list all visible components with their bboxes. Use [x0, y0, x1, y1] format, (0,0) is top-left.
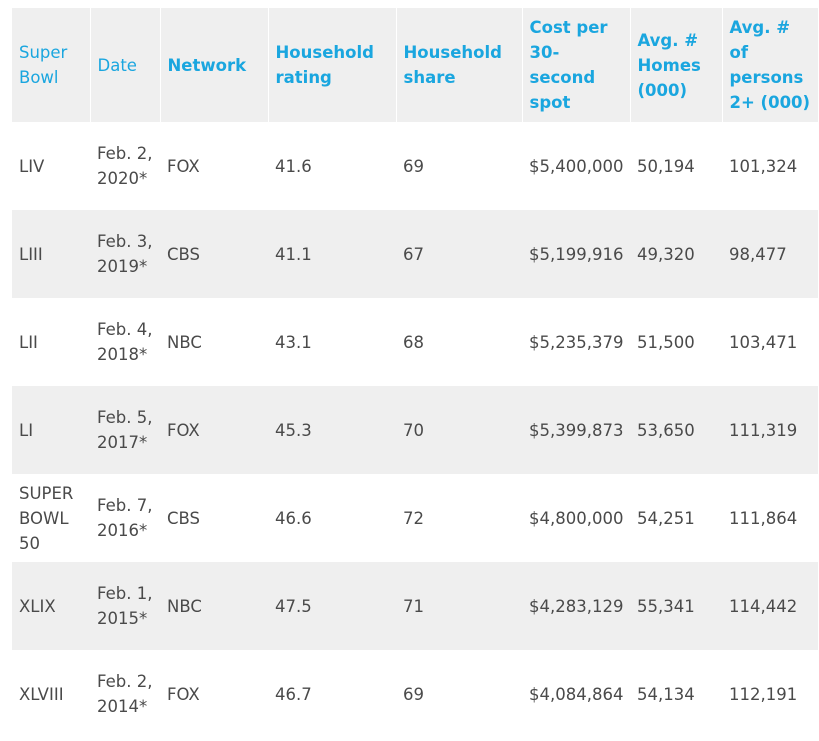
- table-cell: 111,864: [729, 508, 798, 528]
- table-cell: FOX: [160, 386, 268, 474]
- table-cell: 103,471: [729, 332, 798, 352]
- table-cell: Feb. 3, 2019*: [90, 210, 160, 298]
- ratings-table: Super Bowl Date Network Household rating Hou…: [12, 8, 819, 738]
- table-cell: Feb. 1, 2015*: [90, 562, 160, 650]
- column-header: Network: [160, 8, 269, 122]
- table-row: XLVIII Feb. 2, 2014* FOX 46.7 69 $4,084,864 54…: [12, 650, 818, 738]
- table-container: Super Bowl Date Network Household rating Hou…: [12, 8, 819, 738]
- table-row: LII Feb. 4, 2018* NBC 43.1 68 $5,235,379 51,50…: [12, 298, 818, 386]
- table-cell: 46.7: [275, 684, 312, 704]
- table-cell: LIII: [12, 210, 90, 298]
- table-cell: 67: [396, 210, 522, 298]
- column-header: Household rating: [268, 8, 397, 122]
- table-cell: LIV: [19, 156, 45, 176]
- table-row: LIII Feb. 3, 2019* CBS 41.1 67 $5,199,916 49,3…: [12, 210, 818, 298]
- table-cell: Feb. 2, 2014*: [97, 672, 153, 716]
- column-header: Avg. # of persons 2+ (000): [722, 8, 819, 122]
- table-cell: CBS: [167, 508, 201, 528]
- column-header: Cost per 30-second spot: [522, 8, 631, 122]
- table-cell: 47.5: [268, 562, 396, 650]
- table-cell: 69: [403, 684, 424, 704]
- table-cell: FOX: [167, 684, 200, 704]
- table-cell: LII: [19, 332, 38, 352]
- column-header: Avg. # Homes (000): [630, 8, 723, 122]
- table-cell: 111,319: [722, 386, 818, 474]
- table-row: XLIX Feb. 1, 2015* NBC 47.5 71 $4,283,129 55,3…: [12, 562, 818, 650]
- table-cell: 114,442: [722, 562, 818, 650]
- column-header: Super Bowl: [12, 8, 91, 122]
- table-row: SUPER BOWL 50 Feb. 7, 2016* CBS 46.6 72 $4,80…: [12, 474, 818, 562]
- table-cell: 46.6: [275, 508, 312, 528]
- table-cell: NBC: [167, 332, 202, 352]
- table-cell: 98,477: [722, 210, 818, 298]
- table-cell: 68: [403, 332, 424, 352]
- table-cell: 53,650: [630, 386, 722, 474]
- table-cell: $5,399,873: [522, 386, 630, 474]
- table-cell: $5,199,916: [522, 210, 630, 298]
- table-cell: $5,400,000: [529, 156, 624, 176]
- table-body: LIV Feb. 2, 2020* FOX 41.6 69 $5,400,000 50,19…: [12, 122, 818, 738]
- table-cell: Feb. 7, 2016*: [97, 496, 153, 540]
- table-cell: XLIX: [12, 562, 90, 650]
- column-header: Date: [90, 8, 161, 122]
- table-cell: 43.1: [275, 332, 312, 352]
- table-cell: 50,194: [637, 156, 695, 176]
- table-cell: 72: [403, 508, 424, 528]
- table-cell: FOX: [167, 156, 200, 176]
- table-cell: 71: [396, 562, 522, 650]
- table-cell: 112,191: [729, 684, 798, 704]
- table-row: LI Feb. 5, 2017* FOX 45.3 70 $5,399,873 53,650…: [12, 386, 818, 474]
- header-row: Super Bowl Date Network Household rating Hou…: [12, 8, 819, 122]
- table-row: LIV Feb. 2, 2020* FOX 41.6 69 $5,400,000 50,19…: [12, 122, 818, 210]
- table-cell: Feb. 2, 2020*: [97, 144, 153, 188]
- table-cell: 69: [403, 156, 424, 176]
- table-cell: $5,235,379: [529, 332, 624, 352]
- table-cell: NBC: [160, 562, 268, 650]
- table-cell: 51,500: [637, 332, 695, 352]
- table-cell: 70: [396, 386, 522, 474]
- table-cell: $4,084,864: [529, 684, 624, 704]
- table-cell: 41.6: [275, 156, 312, 176]
- table-cell: LI: [12, 386, 90, 474]
- table-cell: 49,320: [630, 210, 722, 298]
- table-cell: XLVIII: [19, 684, 64, 704]
- table-cell: Feb. 5, 2017*: [90, 386, 160, 474]
- table-cell: Feb. 4, 2018*: [97, 320, 153, 364]
- table-cell: $4,283,129: [522, 562, 630, 650]
- table-cell: 41.1: [268, 210, 396, 298]
- column-header: Household share: [396, 8, 523, 122]
- table-cell: $4,800,000: [529, 508, 624, 528]
- table-cell: 101,324: [729, 156, 798, 176]
- table-cell: 54,251: [637, 508, 695, 528]
- table-cell: 55,341: [630, 562, 722, 650]
- table-cell: 54,134: [637, 684, 695, 704]
- table-cell: 45.3: [268, 386, 396, 474]
- table-cell: CBS: [160, 210, 268, 298]
- table-cell: SUPER BOWL 50: [19, 483, 74, 553]
